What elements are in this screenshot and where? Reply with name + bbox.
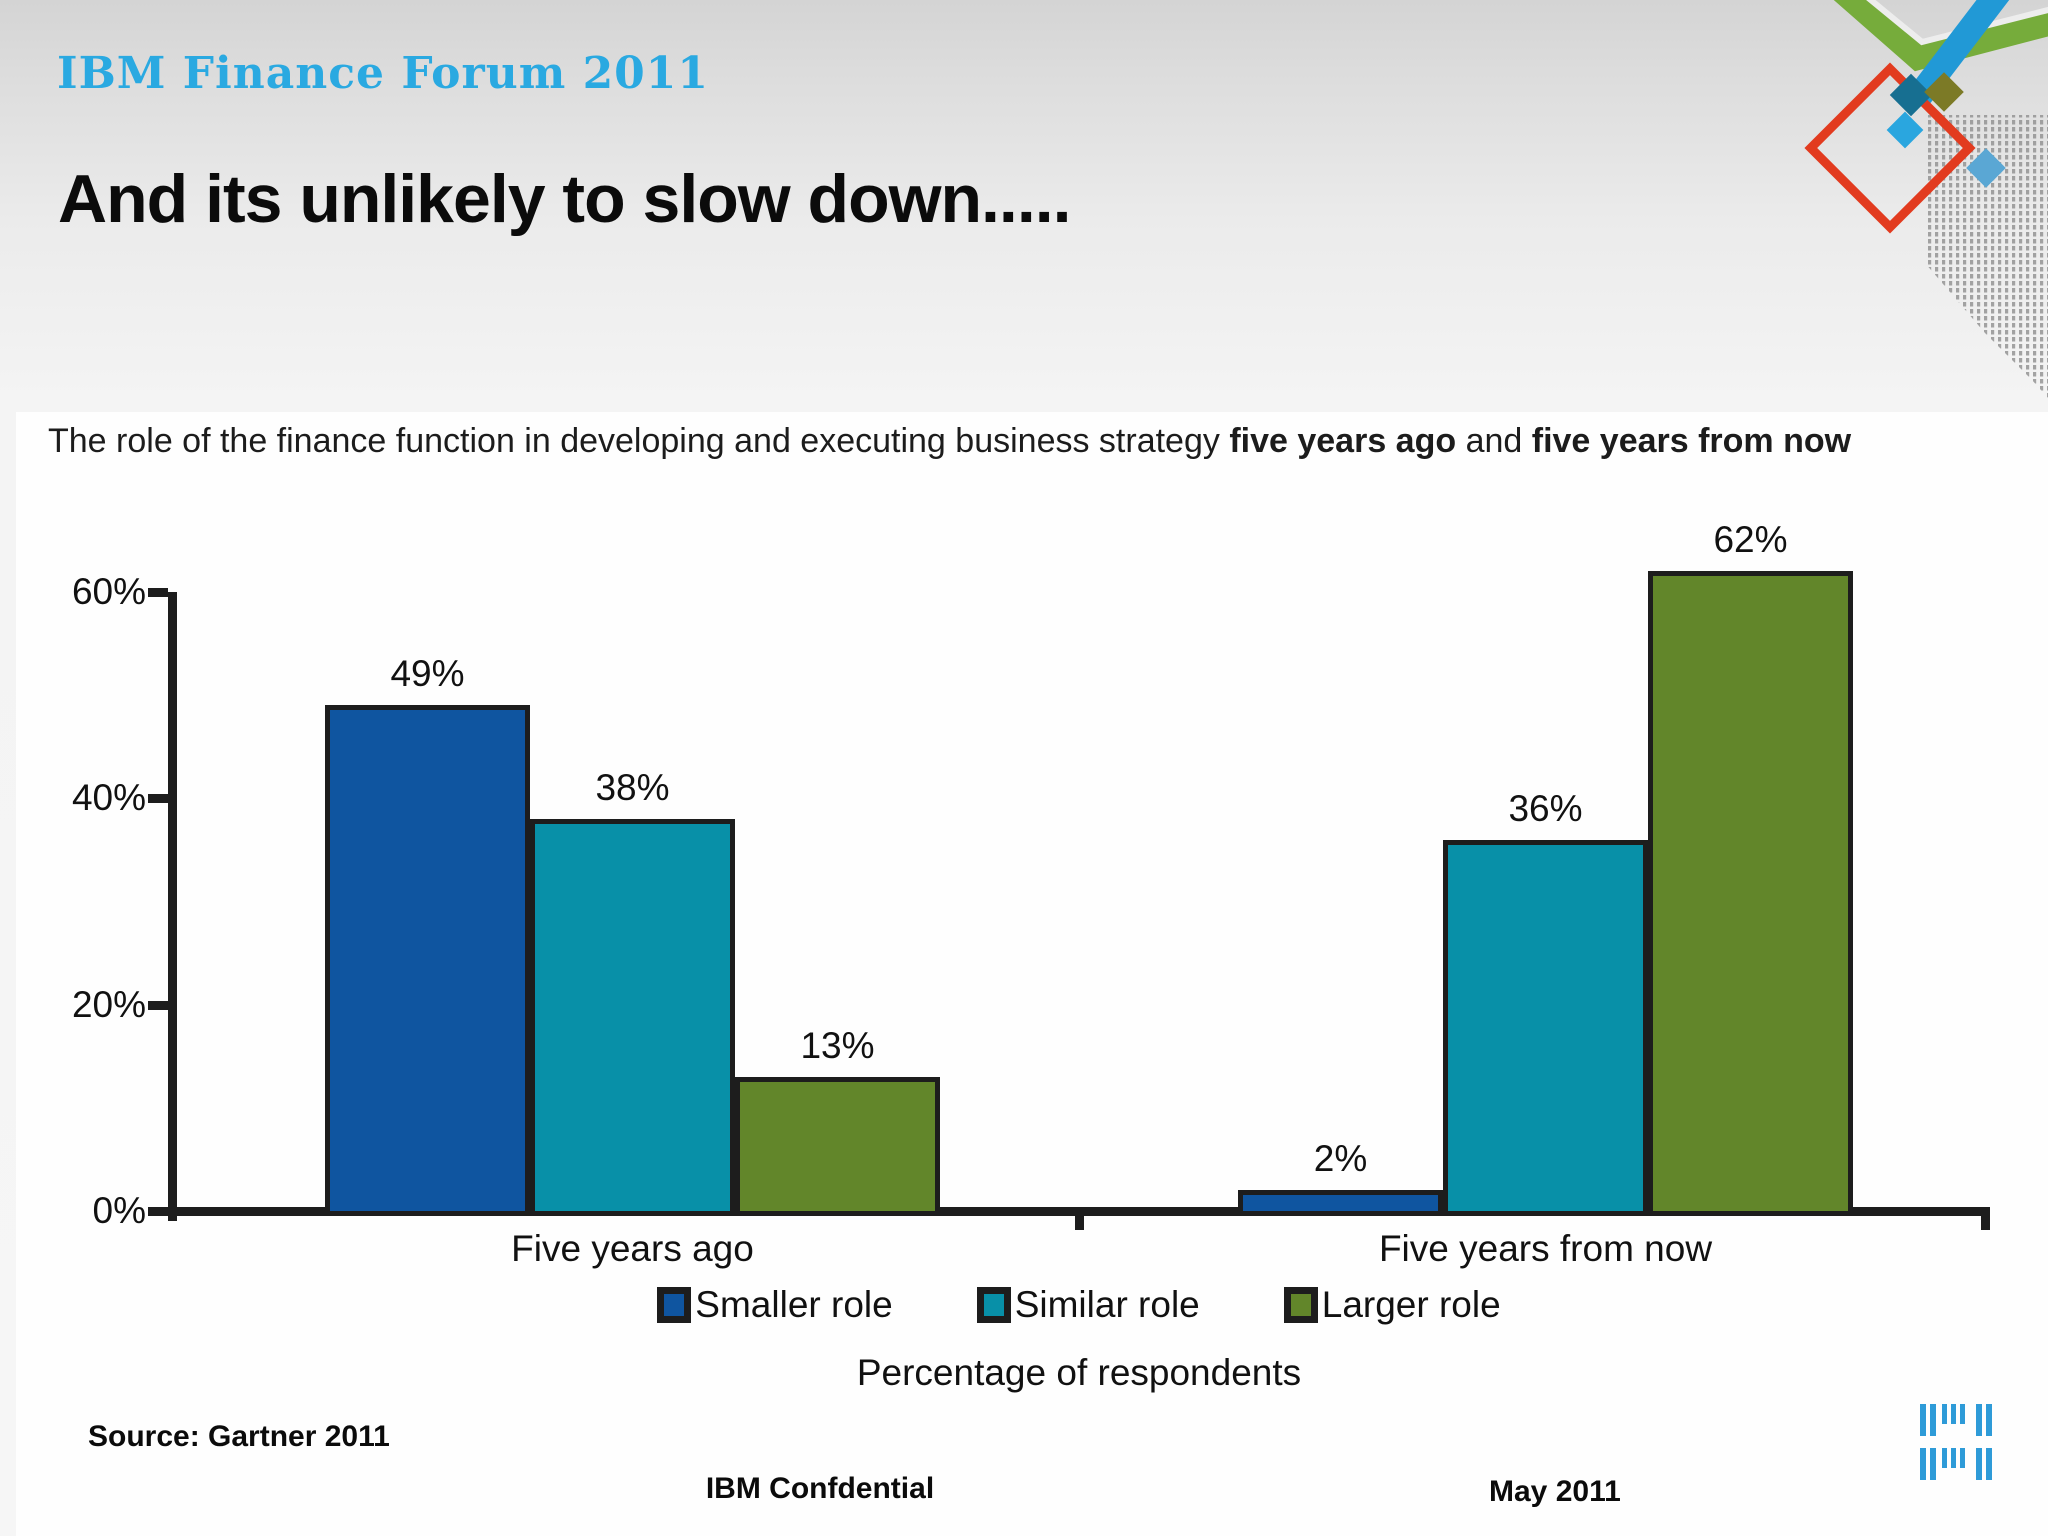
- y-tick-label: 20%: [71, 983, 146, 1025]
- bar-value-label: 62%: [1713, 519, 1788, 561]
- legend-swatch: [976, 1287, 1011, 1323]
- teal-diamond: [1889, 73, 1933, 117]
- ibm-logo: [1920, 1404, 1992, 1480]
- chart-subtitle: The role of the finance function in deve…: [48, 422, 1852, 460]
- legend-item-Larger-role: Larger role: [1283, 1284, 1501, 1326]
- confidential-label: IBM Confdential: [705, 1472, 935, 1505]
- bar-Similar-role-0: [530, 818, 735, 1216]
- legend-swatch: [657, 1287, 692, 1323]
- y-tick: [148, 1207, 168, 1216]
- bar-Smaller-role-0: [325, 705, 530, 1216]
- x-axis-end-tick: [1981, 1216, 1990, 1230]
- x-axis-title: Percentage of respondents: [856, 1352, 1302, 1393]
- footer-date: May 2011: [1489, 1475, 1621, 1508]
- halftone-pattern-shape: [1925, 115, 2048, 398]
- blue-diagonal-line: [1907, 0, 2010, 106]
- bar-value-label: 13%: [800, 1024, 875, 1066]
- legend-item-Smaller-role: Smaller role: [657, 1284, 893, 1326]
- bar-value-label: 2%: [1313, 1138, 1368, 1180]
- legend-label: Larger role: [1321, 1284, 1501, 1325]
- red-diamond-outline: [1804, 62, 1976, 234]
- bar-value-label: 49%: [390, 653, 465, 695]
- y-axis-line: [168, 592, 177, 1221]
- bar-Larger-role-1: [1648, 571, 1853, 1216]
- category-label: Five years ago: [511, 1228, 754, 1269]
- y-tick: [148, 588, 168, 597]
- y-tick-label: 0%: [92, 1190, 146, 1231]
- legend-label: Smaller role: [695, 1284, 893, 1325]
- chart-legend: Smaller role Similar role Larger role: [168, 1284, 1990, 1326]
- bar-Smaller-role-1: [1238, 1190, 1443, 1216]
- y-tick-label: 60%: [71, 571, 146, 612]
- bar-value-label: 38%: [595, 766, 670, 808]
- bar-Similar-role-1: [1443, 839, 1648, 1216]
- event-brand-title: IBM Finance Forum 2011: [57, 48, 710, 99]
- bar-value-label: 36%: [1508, 787, 1583, 829]
- x-axis-line: [168, 1207, 1990, 1216]
- y-tick: [148, 794, 168, 804]
- lightblue-diamond: [1886, 111, 1924, 149]
- x-axis-mid-tick: [1075, 1216, 1084, 1230]
- legend-label: Similar role: [1014, 1284, 1200, 1325]
- legend-swatch: [1283, 1287, 1318, 1323]
- y-tick-label: 40%: [71, 777, 146, 819]
- category-label: Five years from now: [1378, 1228, 1713, 1269]
- y-tick: [148, 1000, 168, 1010]
- bar-Larger-role-0: [735, 1076, 940, 1216]
- source-note: Source: Gartner 2011: [88, 1420, 390, 1453]
- green-check-line: [1833, 0, 2048, 72]
- legend-item-Similar-role: Similar role: [976, 1284, 1200, 1326]
- slide-title: And its unlikely to slow down.....: [58, 161, 1072, 237]
- corner-decoration-graphic: [1804, 0, 2048, 398]
